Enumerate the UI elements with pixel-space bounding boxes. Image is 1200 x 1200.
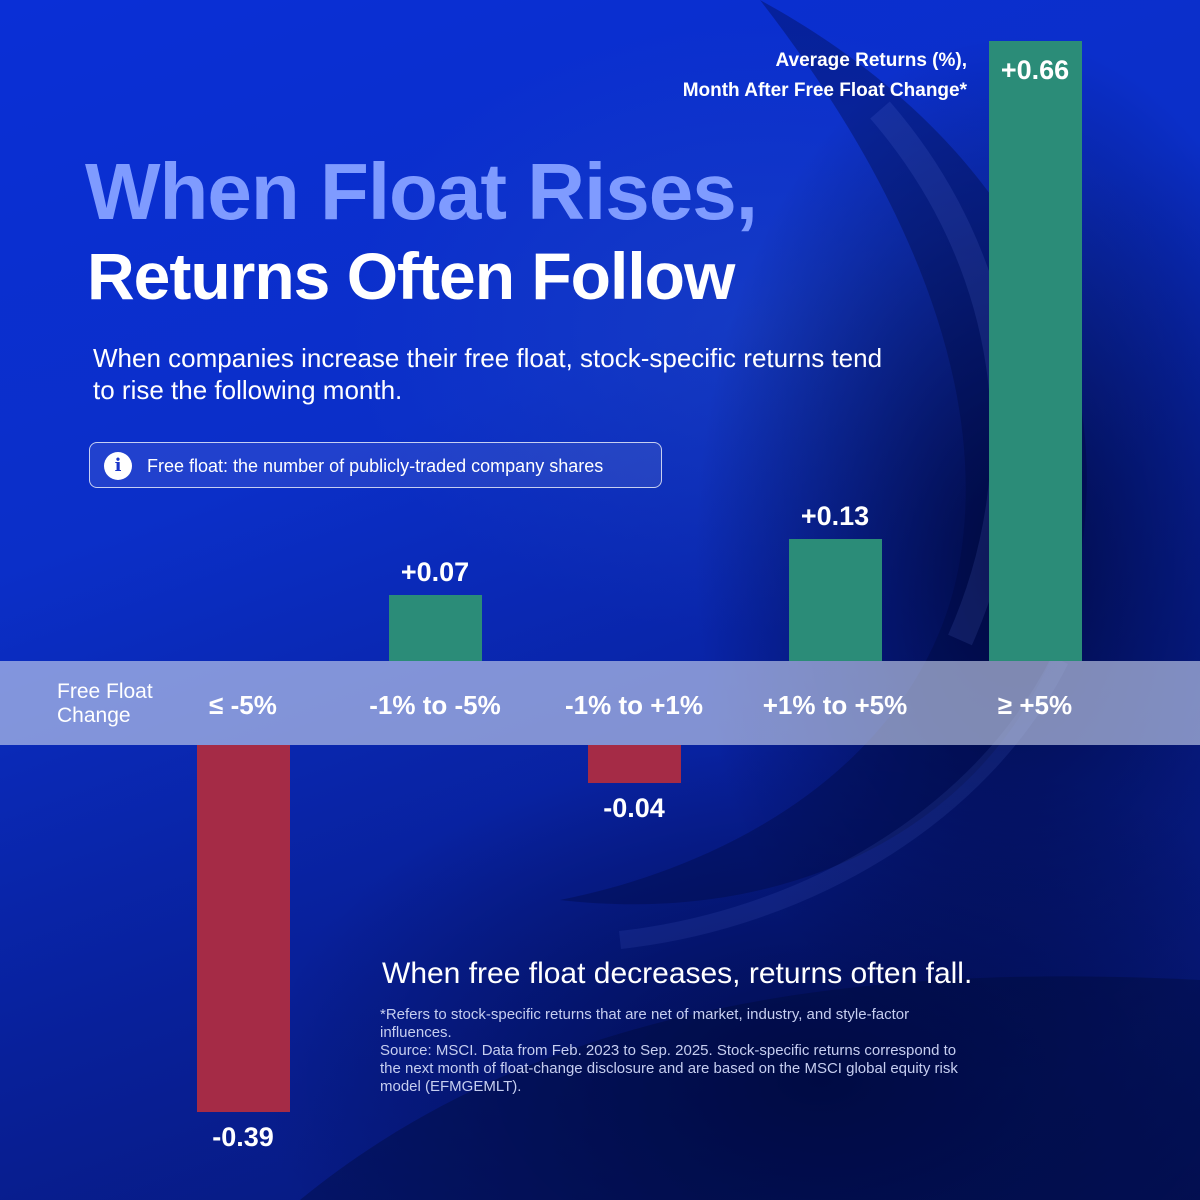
bar-5	[988, 40, 1082, 661]
category-label-1: ≤ -5%	[209, 690, 277, 720]
info-icon: i	[104, 452, 132, 480]
bar-1	[196, 745, 290, 1112]
title-line-2: Returns Often Follow	[87, 239, 735, 313]
category-axis-label: Free Float Change	[57, 680, 153, 727]
category-axis-band	[0, 661, 1200, 745]
bar-value-label-3: -0.04	[603, 792, 665, 823]
value-axis-label: Average Returns (%), Month After Free Fl…	[683, 46, 967, 106]
bar-4	[788, 538, 882, 661]
category-label-3: -1% to +1%	[565, 690, 703, 720]
bar-value-label-1: -0.39	[212, 1121, 274, 1152]
insight-text: When free float decreases, returns often…	[382, 957, 973, 990]
subtitle: When companies increase their free float…	[93, 343, 883, 405]
bar-3	[587, 745, 681, 783]
bar-2	[388, 595, 482, 661]
bar-value-label-2: +0.07	[400, 557, 470, 588]
info-text: Free float: the number of publicly-trade…	[147, 456, 604, 476]
value-axis-label-line-2: Month After Free Float Change*	[682, 80, 967, 101]
category-label-4: +1% to +5%	[762, 690, 908, 720]
bar-value-label-5: +0.66	[1000, 54, 1070, 85]
bar-value-label-4: +0.13	[800, 500, 870, 531]
footnote: *Refers to stock-specific returns that a…	[380, 1006, 980, 1096]
info-callout: i Free float: the number of publicly-tra…	[89, 442, 662, 488]
value-axis-label-line-1: Average Returns (%),	[775, 50, 967, 71]
category-label-2: -1% to -5%	[369, 690, 501, 720]
title-line-1: When Float Rises,	[85, 147, 758, 236]
category-label-5: ≥ +5%	[997, 690, 1073, 720]
footnote-line-2: Source: MSCI. Data from Feb. 2023 to Sep…	[380, 1042, 958, 1095]
footnote-line-1: *Refers to stock-specific returns that a…	[380, 1006, 910, 1041]
